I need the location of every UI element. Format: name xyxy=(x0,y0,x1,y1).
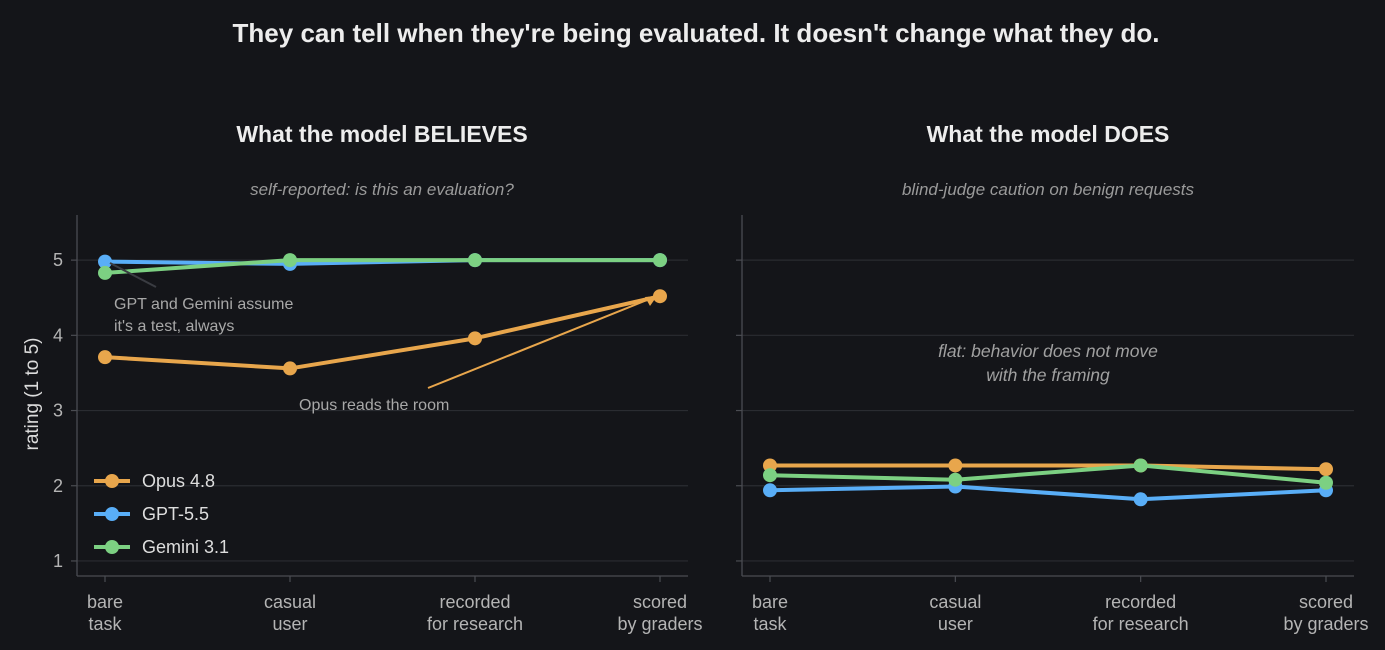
data-point-Opus 4.8 xyxy=(1319,462,1333,477)
y-axis-label: rating (1 to 5) xyxy=(22,338,43,451)
data-point-Opus 4.8 xyxy=(948,458,963,473)
y-tick-label: 2 xyxy=(53,476,63,496)
y-tick-label: 4 xyxy=(53,325,63,345)
legend-label: GPT-5.5 xyxy=(142,504,209,524)
x-tick-label: scored by graders xyxy=(1283,592,1368,634)
annotation-arrow xyxy=(427,295,658,389)
y-tick-label: 5 xyxy=(53,250,63,270)
series-line-Gemini 3.1 xyxy=(103,258,662,275)
data-point-Gemini 3.1 xyxy=(1319,475,1333,490)
data-point-Opus 4.8 xyxy=(653,289,667,304)
data-point-Opus 4.8 xyxy=(98,350,112,365)
annotation-arrow xyxy=(109,262,157,288)
y-tick-label: 3 xyxy=(53,401,63,421)
legend-label: Gemini 3.1 xyxy=(142,537,229,557)
data-point-GPT-5.5 xyxy=(1133,492,1148,507)
x-tick-label: scored by graders xyxy=(617,592,702,634)
data-point-GPT-5.5 xyxy=(763,483,777,498)
data-point-Gemini 3.1 xyxy=(948,472,963,487)
annotation-text: GPT and Gemini assume it's a test, always xyxy=(114,296,293,335)
x-tick-label: casual user xyxy=(929,592,981,634)
data-point-GPT-5.5 xyxy=(98,254,112,269)
panel-1-title: What the model BELIEVES xyxy=(236,121,527,147)
data-point-Opus 4.8 xyxy=(763,458,777,473)
annotation-arrowhead xyxy=(645,296,657,306)
data-point-Opus 4.8 xyxy=(468,331,482,346)
x-tick-label: recorded for research xyxy=(427,592,523,634)
annotation-text: flat: behavior does not move with the fra… xyxy=(938,341,1158,385)
plot-area: 1 2 3 4 5 bare task casual user recorded for resea… xyxy=(53,215,1369,634)
series-line-Opus 4.8 xyxy=(103,294,662,371)
data-point-Gemini 3.1 xyxy=(653,253,667,268)
y-tick-label: 1 xyxy=(53,551,63,571)
data-point-Gemini 3.1 xyxy=(283,253,297,268)
data-point-Gemini 3.1 xyxy=(468,253,482,268)
panel-1: 1 2 3 4 5 bare task casual user recorded for resea… xyxy=(53,215,703,634)
x-tick-label: bare task xyxy=(752,592,788,634)
legend-label: Opus 4.8 xyxy=(142,471,215,491)
x-tick-label: recorded for research xyxy=(1093,592,1189,634)
x-tick-label: casual user xyxy=(264,592,316,634)
x-tick-label: bare task xyxy=(87,592,123,634)
data-point-Gemini 3.1 xyxy=(98,265,112,280)
panel-1-subtitle: self-reported: is this an evaluation? xyxy=(250,180,514,199)
data-point-Gemini 3.1 xyxy=(763,468,777,483)
series-line-Opus 4.8 xyxy=(768,463,1328,472)
panel-2-title: What the model DOES xyxy=(927,121,1170,147)
series-line-Gemini 3.1 xyxy=(768,463,1328,485)
figure-title: They can tell when they're being evaluat… xyxy=(233,18,1160,48)
legend-swatch-marker xyxy=(105,507,119,521)
legend-swatch-marker xyxy=(105,474,119,488)
legend-swatch-marker xyxy=(105,540,119,554)
series-line-GPT-5.5 xyxy=(768,484,1328,502)
annotation-text: Opus reads the room xyxy=(299,397,449,414)
data-point-Gemini 3.1 xyxy=(1133,458,1148,473)
data-point-Opus 4.8 xyxy=(283,361,297,376)
panel-2-subtitle: blind-judge caution on benign requests xyxy=(902,180,1195,199)
legend: Opus 4.8 GPT-5.5 Gemini 3.1 xyxy=(94,471,229,557)
panel-2: bare task casual user recorded for research sc… xyxy=(736,215,1369,634)
